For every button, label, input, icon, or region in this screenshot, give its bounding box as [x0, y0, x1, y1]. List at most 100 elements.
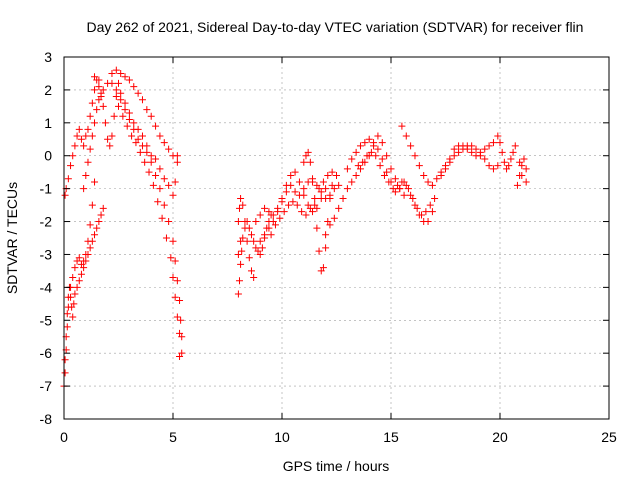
data-point [110, 112, 118, 120]
data-point [165, 181, 173, 189]
data-point [143, 148, 151, 156]
data-point [280, 208, 288, 216]
data-point [505, 162, 513, 170]
data-point [80, 185, 88, 193]
data-point [112, 66, 120, 74]
data-point [235, 204, 243, 212]
data-point [250, 273, 258, 281]
data-point [165, 218, 173, 226]
data-point [489, 165, 497, 173]
data-point [387, 165, 395, 173]
data-point [328, 168, 336, 176]
x-tick-label: 10 [274, 429, 290, 445]
data-point [234, 218, 242, 226]
data-point [134, 89, 142, 97]
y-axis-label: SDTVAR / TECUs [4, 182, 20, 294]
data-point [300, 185, 308, 193]
data-point [91, 73, 99, 81]
data-point [82, 250, 90, 258]
data-point [252, 218, 260, 226]
data-point [343, 165, 351, 173]
x-tick-label: 25 [601, 429, 617, 445]
data-point [520, 155, 528, 163]
data-point [247, 267, 255, 275]
data-point [69, 273, 77, 281]
data-point [365, 135, 373, 143]
data-point [317, 195, 325, 203]
data-point [485, 142, 493, 150]
data-point [513, 181, 521, 189]
data-point [171, 178, 179, 186]
data-point [383, 152, 391, 160]
data-point [322, 244, 330, 252]
data-point [106, 142, 114, 150]
data-point [82, 132, 90, 140]
data-point [77, 135, 85, 143]
data-point [86, 244, 94, 252]
data-point [237, 260, 245, 268]
data-point [518, 171, 526, 179]
data-point [498, 148, 506, 156]
data-point [143, 142, 151, 150]
data-point [324, 171, 332, 179]
data-point [352, 171, 360, 179]
data-point [160, 201, 168, 209]
data-point [352, 148, 360, 156]
y-tick-label: -7 [40, 378, 53, 394]
data-point [88, 99, 96, 107]
data-point [265, 208, 273, 216]
data-point [61, 191, 69, 199]
data-point [450, 145, 458, 153]
data-point [481, 145, 489, 153]
data-point [356, 142, 364, 150]
data-point [149, 181, 157, 189]
data-point [407, 191, 415, 199]
data-point [407, 142, 415, 150]
data-point [147, 158, 155, 166]
data-point [306, 158, 314, 166]
data-point [298, 208, 306, 216]
data-point [500, 158, 508, 166]
data-point [125, 116, 133, 124]
data-point [243, 237, 251, 245]
data-point [496, 139, 504, 147]
data-point [468, 148, 476, 156]
data-point [335, 204, 343, 212]
data-point [173, 277, 181, 285]
data-point [117, 69, 125, 77]
data-point [88, 201, 96, 209]
data-point [158, 214, 166, 222]
data-point [446, 155, 454, 163]
data-point [121, 106, 129, 114]
data-point [237, 237, 245, 245]
data-point [326, 195, 334, 203]
data-point [84, 237, 92, 245]
data-point [138, 96, 146, 104]
data-point [258, 244, 266, 252]
data-point [398, 122, 406, 130]
data-point [160, 175, 168, 183]
data-point [256, 250, 264, 258]
data-point [261, 204, 269, 212]
y-tick-label: -5 [40, 312, 53, 328]
data-point [95, 76, 103, 84]
data-point [145, 168, 153, 176]
data-point [313, 224, 321, 232]
data-point [169, 191, 177, 199]
chart-title: Day 262 of 2021, Sidereal Day-to-day VTE… [87, 19, 584, 35]
data-point [256, 211, 264, 219]
data-point [271, 221, 279, 229]
x-tick-label: 15 [383, 429, 399, 445]
data-point [173, 313, 181, 321]
data-point [165, 145, 173, 153]
data-point [245, 254, 253, 262]
data-point [235, 277, 243, 285]
data-point [75, 277, 83, 285]
data-point [394, 181, 402, 189]
data-point [319, 178, 327, 186]
y-tick-label: 1 [44, 115, 52, 131]
x-tick-label: 5 [169, 429, 177, 445]
data-point [250, 237, 258, 245]
data-point [75, 254, 83, 262]
data-point [237, 195, 245, 203]
